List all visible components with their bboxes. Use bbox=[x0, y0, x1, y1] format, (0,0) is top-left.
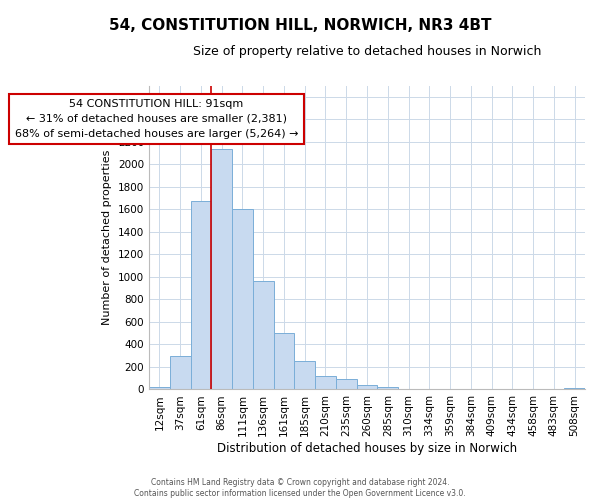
Bar bbox=[481, 389, 502, 390]
Bar bbox=[149, 387, 170, 390]
Bar bbox=[336, 379, 356, 390]
Bar bbox=[544, 389, 564, 390]
Bar bbox=[356, 385, 377, 390]
Text: 54 CONSTITUTION HILL: 91sqm
← 31% of detached houses are smaller (2,381)
68% of : 54 CONSTITUTION HILL: 91sqm ← 31% of det… bbox=[14, 99, 298, 138]
Bar bbox=[564, 388, 585, 390]
Bar bbox=[211, 148, 232, 390]
Bar bbox=[170, 356, 191, 390]
Bar bbox=[232, 210, 253, 390]
Bar bbox=[502, 389, 523, 390]
Bar bbox=[440, 389, 460, 390]
Y-axis label: Number of detached properties: Number of detached properties bbox=[103, 150, 112, 325]
Bar bbox=[253, 282, 274, 390]
X-axis label: Distribution of detached houses by size in Norwich: Distribution of detached houses by size … bbox=[217, 442, 517, 455]
Title: Size of property relative to detached houses in Norwich: Size of property relative to detached ho… bbox=[193, 45, 541, 58]
Bar bbox=[191, 202, 211, 390]
Bar bbox=[377, 386, 398, 390]
Bar bbox=[523, 389, 544, 390]
Bar bbox=[315, 376, 336, 390]
Text: 54, CONSTITUTION HILL, NORWICH, NR3 4BT: 54, CONSTITUTION HILL, NORWICH, NR3 4BT bbox=[109, 18, 491, 32]
Bar bbox=[274, 332, 295, 390]
Text: Contains HM Land Registry data © Crown copyright and database right 2024.
Contai: Contains HM Land Registry data © Crown c… bbox=[134, 478, 466, 498]
Bar bbox=[419, 389, 440, 390]
Bar bbox=[460, 389, 481, 390]
Bar bbox=[295, 362, 315, 390]
Bar bbox=[398, 389, 419, 390]
